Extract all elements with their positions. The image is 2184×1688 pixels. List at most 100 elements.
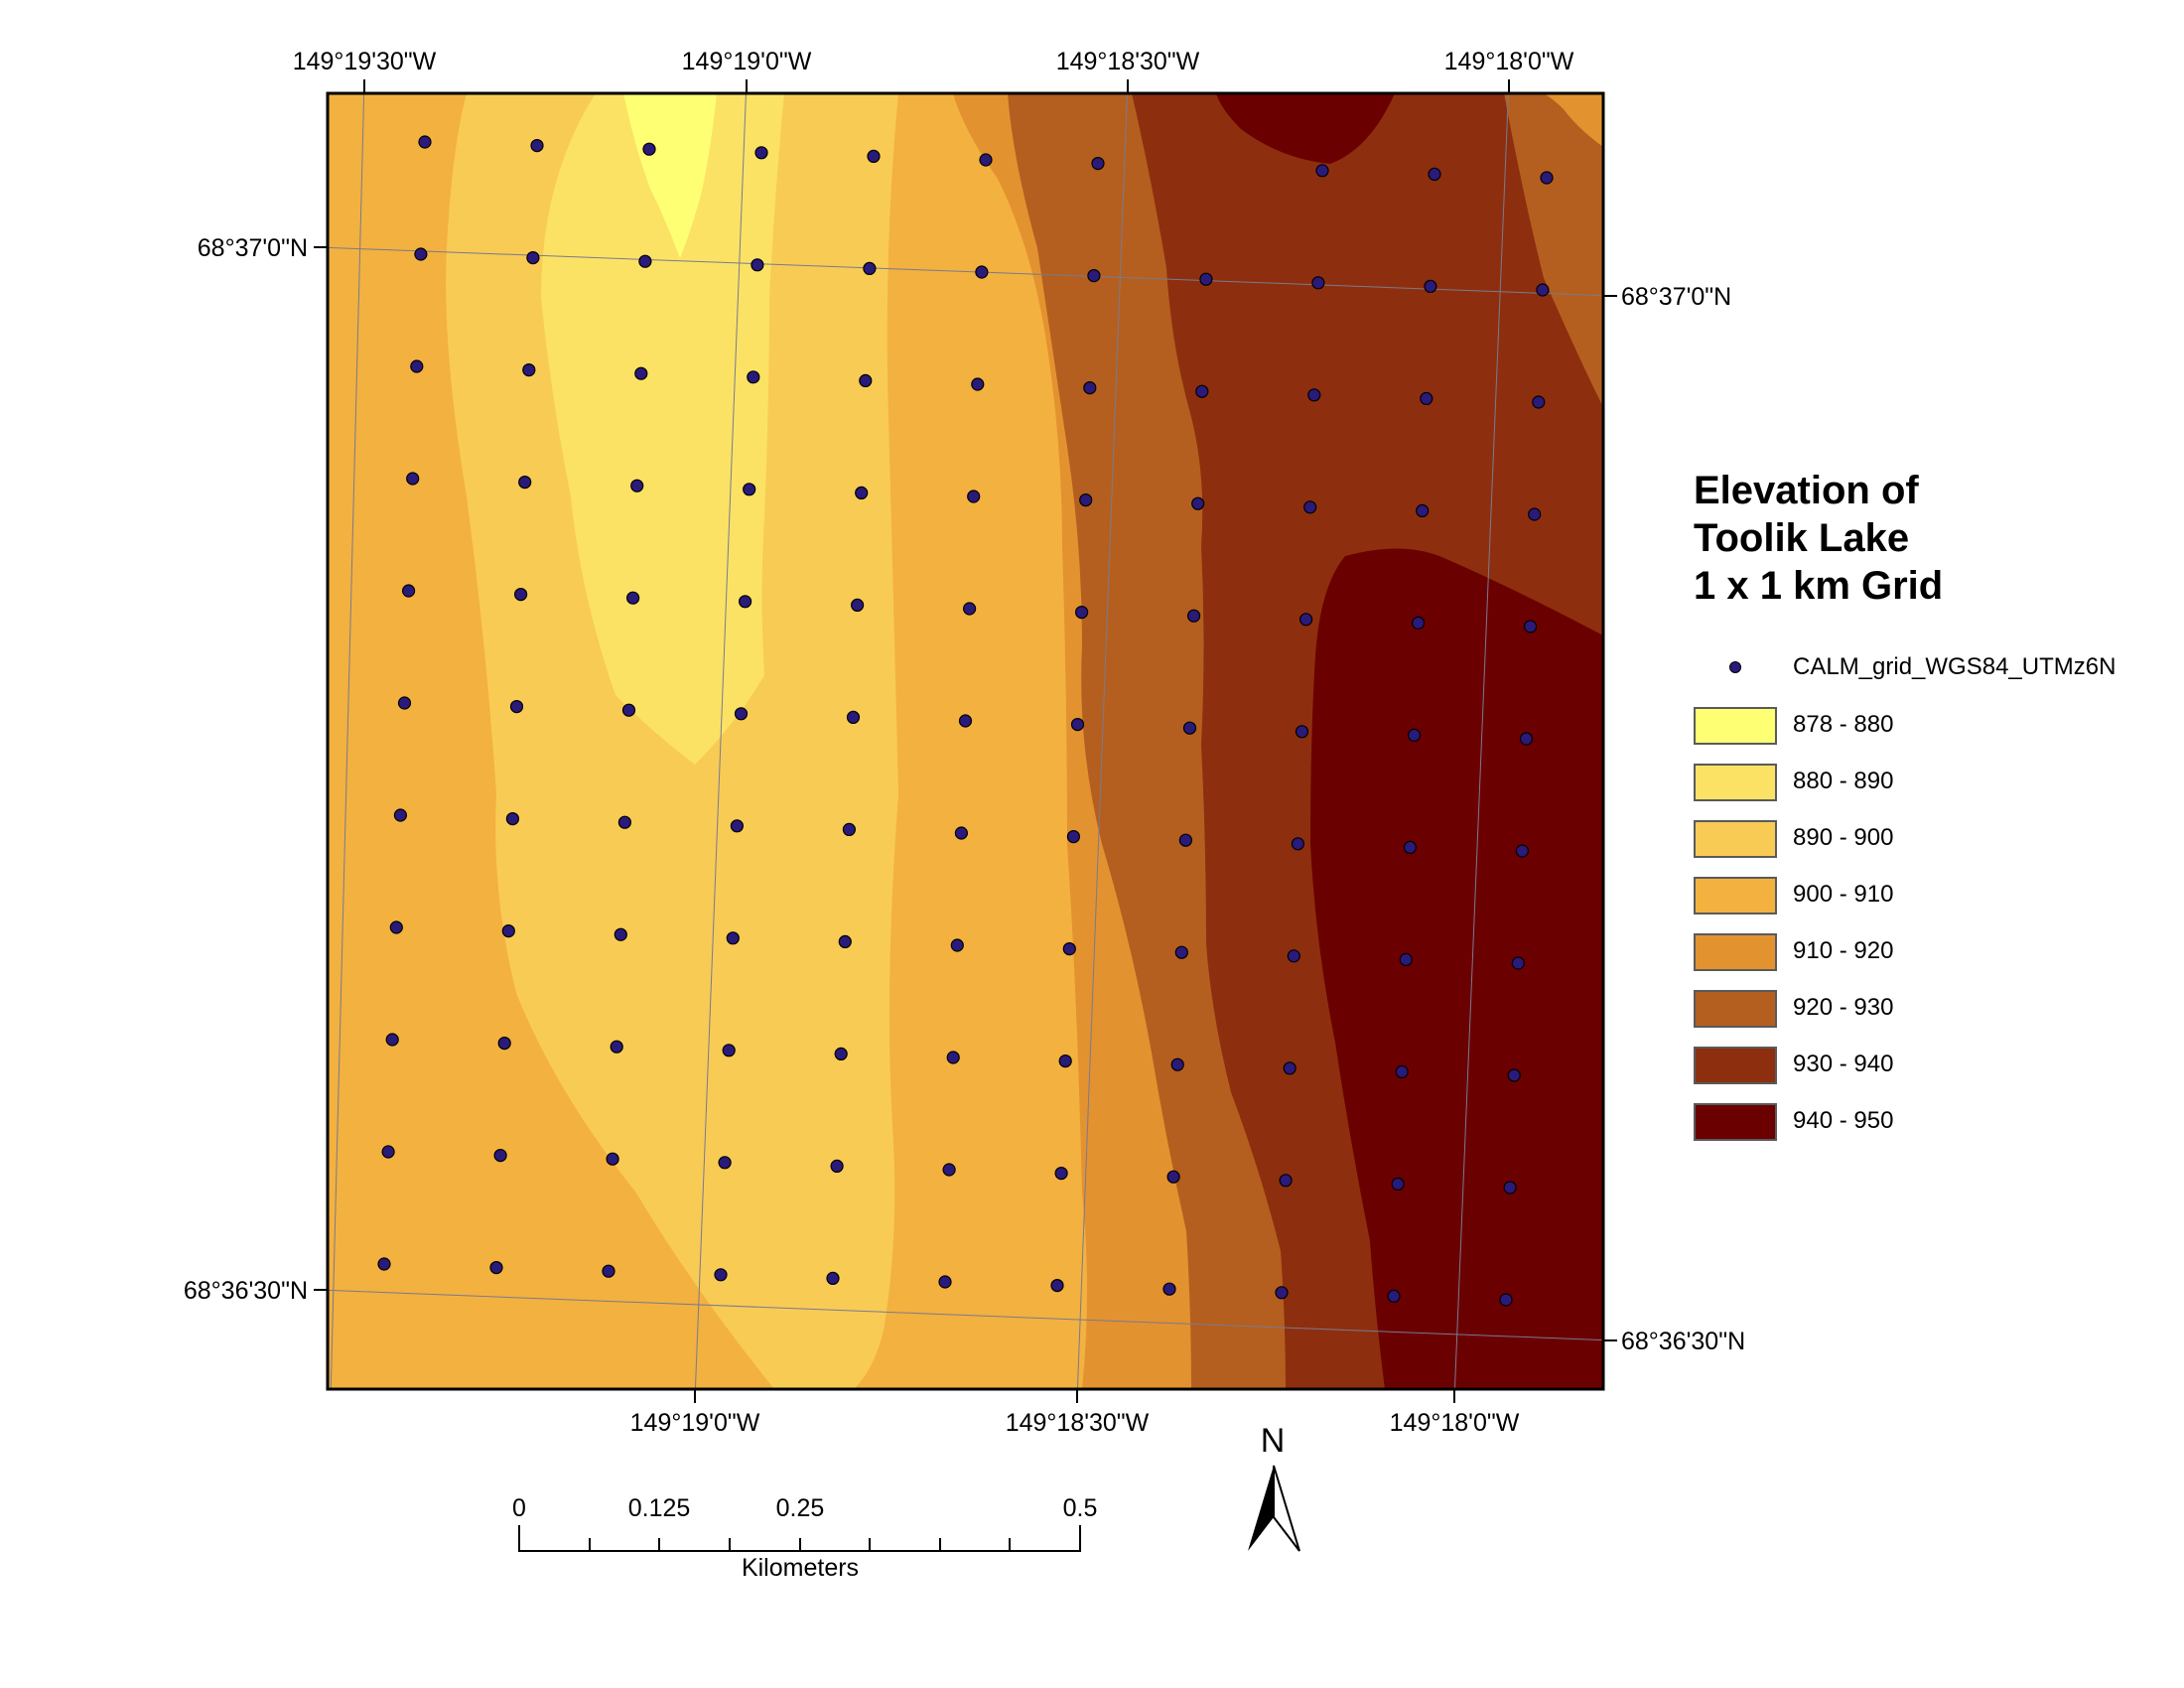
grid-point (1291, 837, 1305, 851)
grid-point (634, 366, 648, 380)
elevation-raster (328, 93, 1603, 1389)
lat-label-right-2: 68°36'30"N (1621, 1328, 1745, 1355)
grid-point (1315, 164, 1329, 178)
zone-878-880 (623, 93, 717, 258)
grid-point (489, 1260, 503, 1275)
legend-class-row: 878 - 880 (1694, 701, 1943, 758)
grid-point (1091, 157, 1105, 171)
grid-point (954, 826, 969, 840)
grid-point (747, 370, 760, 384)
grid-point (1087, 269, 1101, 283)
grid-point (610, 1040, 623, 1054)
grid-point (1391, 1177, 1405, 1192)
legend-title-line-2: Toolik Lake (1694, 516, 1910, 560)
grid-point (967, 490, 981, 503)
lat-label-left-2: 68°36'30"N (184, 1277, 308, 1305)
grid-point (734, 707, 749, 721)
grid-point (971, 377, 985, 391)
legend-class-label: 890 - 900 (1793, 824, 1894, 851)
grid-point (402, 584, 416, 598)
grid-point (1054, 1166, 1068, 1181)
grid-point (1536, 283, 1550, 297)
grid-point (526, 251, 540, 265)
grid-point (1311, 276, 1325, 290)
lon-label-bottom-2: 149°18'30"W (1006, 1409, 1150, 1437)
coordinate-labels: 149°19'30"W 149°19'0"W 149°18'30"W 149°1… (184, 48, 1745, 1437)
grid-point (1528, 507, 1542, 521)
lat-label-right-1: 68°37'0"N (1621, 283, 1731, 311)
grid-point (1416, 503, 1430, 518)
grid-point (1199, 272, 1213, 286)
grid-point (614, 927, 627, 941)
grid-point (830, 1159, 844, 1174)
grid-point (962, 602, 977, 616)
grid-point (1399, 952, 1413, 967)
grid-point (958, 714, 973, 728)
grid-point (726, 931, 740, 945)
grid-point (617, 815, 632, 829)
legend-class-row: 890 - 900 (1694, 814, 1943, 871)
legend-class-label: 940 - 950 (1793, 1107, 1894, 1134)
grid-point (530, 139, 544, 153)
legend-class-row: 900 - 910 (1694, 871, 1943, 927)
legend-title: Elevation of Toolik Lake 1 x 1 km Grid (1694, 467, 1943, 610)
grid-point (1395, 1064, 1409, 1079)
zone-940-950-north (1216, 93, 1395, 164)
grid-point (1428, 167, 1441, 181)
grid-point (1182, 721, 1197, 735)
grid-point (738, 595, 752, 609)
zone-910-920-corner (1544, 93, 1603, 147)
grid-point (1407, 728, 1422, 743)
legend-class-label: 920 - 930 (1793, 994, 1894, 1021)
grid-point (1303, 500, 1317, 514)
grid-point (501, 923, 515, 938)
grid-point (1275, 1286, 1289, 1300)
grid-point (1062, 941, 1076, 956)
legend-title-line-1: Elevation of (1694, 469, 1919, 512)
grid-point (946, 1051, 960, 1064)
legend-class-row: 910 - 920 (1694, 927, 1943, 984)
grid-point (1074, 605, 1089, 620)
grid-point (714, 1268, 728, 1282)
grid-point (730, 819, 745, 833)
grid-point (1420, 391, 1433, 405)
lon-label-top-3: 149°18'30"W (1056, 48, 1200, 75)
grid-point (1307, 388, 1321, 402)
grid-point (377, 1257, 391, 1271)
grid-point (826, 1271, 840, 1286)
grid-point (743, 483, 756, 496)
grid-point (1195, 384, 1209, 398)
grid-point (1066, 829, 1081, 844)
scale-bar: 0 0.125 0.25 0.5 Kilometers (512, 1494, 1097, 1582)
grid-point (625, 591, 640, 605)
grid-point (518, 476, 532, 490)
grid-point (751, 258, 764, 272)
grid-point (1050, 1278, 1064, 1293)
scale-label-0: 0 (512, 1494, 526, 1522)
grid-point (389, 920, 403, 934)
grid-point (863, 261, 877, 275)
grid-point (1083, 381, 1097, 395)
grid-point (621, 703, 636, 717)
grid-point (397, 696, 412, 710)
grid-point (410, 359, 424, 373)
map-legend: Elevation of Toolik Lake 1 x 1 km Grid C… (1694, 467, 2116, 1154)
legend-title-line-3: 1 x 1 km Grid (1694, 564, 1944, 608)
legend-class-label: 910 - 920 (1793, 937, 1894, 964)
legend-class-row: 880 - 890 (1694, 758, 1943, 814)
legend-class-label: 880 - 890 (1793, 768, 1894, 794)
grid-point (842, 822, 857, 837)
grid-point (497, 1036, 511, 1051)
north-arrow-label: N (1261, 1422, 1286, 1460)
grid-point (1540, 171, 1554, 185)
grid-point (418, 135, 432, 149)
grid-point (1170, 1057, 1184, 1071)
legend-swatch-900-910 (1694, 877, 1777, 914)
grid-point (1515, 844, 1530, 858)
grid-point (1424, 279, 1437, 293)
legend-swatch-920-930 (1694, 990, 1777, 1028)
grid-point (414, 247, 428, 261)
grid-point (1403, 840, 1418, 855)
grid-point (859, 373, 873, 387)
